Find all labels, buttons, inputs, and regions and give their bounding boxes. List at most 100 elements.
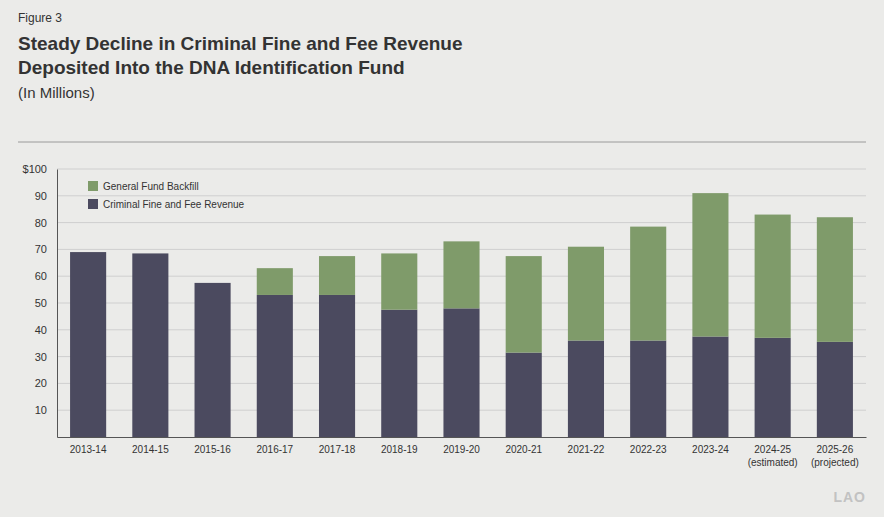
bar-segment [568, 247, 604, 341]
bar-segment [817, 217, 853, 342]
x-tick-label: 2014-15 [132, 444, 169, 455]
x-tick: 2025-26 (projected) [811, 437, 859, 468]
x-tick-label: 2021-22 [568, 444, 605, 455]
legend-swatch [88, 181, 98, 191]
y-tick-label: 20 [35, 377, 47, 389]
x-tick-label-line: 2017-18 [319, 444, 356, 455]
y-tick: 90 [35, 190, 57, 202]
y-tick: 50 [35, 297, 57, 309]
x-tick-label: 2024-25(estimated) [748, 444, 798, 468]
y-axis-line [57, 170, 58, 438]
subtitle: (In Millions) [18, 84, 95, 101]
x-tick-label-line: 2023-24 [692, 444, 729, 455]
bar-segment [443, 308, 479, 437]
x-tick: 2017-18 [319, 437, 356, 455]
x-tick-label: 2022-23 [630, 444, 667, 455]
y-tick-label: 10 [35, 404, 47, 416]
x-tick-label-line: 2022-23 [630, 444, 667, 455]
x-tick: 2018-19 [381, 437, 418, 455]
bars [70, 193, 853, 437]
x-tick-label-line: 2018-19 [381, 444, 418, 455]
chart: Figure 3 LAO Steady Decline in Criminal Fi… [0, 0, 884, 517]
grid-line [57, 195, 866, 196]
x-tick-label-line: (projected) [811, 457, 859, 468]
x-tick-label-line: 2016-17 [256, 444, 293, 455]
title: Steady Decline in Criminal Fine and Fee … [18, 33, 463, 78]
x-tick: 2022-23 [630, 437, 667, 455]
bar-segment [568, 341, 604, 437]
y-tick-label: 70 [35, 243, 47, 255]
x-tick-label-line: 2025-26 [817, 444, 854, 455]
x-tick-label-line: 2021-22 [568, 444, 605, 455]
y-tick-label: 50 [35, 297, 47, 309]
legend: General Fund BackfillCriminal Fine and F… [88, 181, 245, 210]
x-tick-label: 2023-24 [692, 444, 729, 455]
y-tick-label: 40 [35, 324, 47, 336]
x-tick: 2024-25(estimated) [748, 437, 798, 468]
bar-segment [195, 282, 231, 283]
y-tick-label: 90 [35, 190, 47, 202]
x-tick-label-line: 2015-16 [194, 444, 231, 455]
bar-segment [443, 241, 479, 308]
x-tick-label-line: 2013-14 [70, 444, 107, 455]
y-tick-label: 60 [35, 270, 47, 282]
bar-segment [195, 283, 231, 437]
y-axis: 10 20 30 40 50 60 70 80 90 $100 [23, 163, 58, 437]
x-tick: 2013-14 [70, 437, 107, 455]
x-tick-label: 2017-18 [319, 444, 356, 455]
bar-segment [70, 252, 106, 437]
y-tick: $100 [23, 163, 57, 175]
y-tick: 20 [35, 377, 57, 389]
y-tick: 70 [35, 243, 57, 255]
x-tick-label-line: 2020-21 [505, 444, 542, 455]
y-tick: 40 [35, 324, 57, 336]
y-tick: 30 [35, 351, 57, 363]
bar-segment [381, 253, 417, 309]
x-tick: 2016-17 [256, 437, 293, 455]
bar-segment [319, 295, 355, 437]
background [0, 0, 884, 517]
x-tick: 2015-16 [194, 437, 231, 455]
bar-segment [70, 252, 106, 253]
bar-segment [319, 256, 355, 295]
x-axis: 2013-14 2014-15 2015-16 2016-17 2017-18 2018-… [58, 437, 867, 468]
bar-segment [692, 193, 728, 336]
grid-line [57, 222, 866, 223]
x-tick-label: 2018-19 [381, 444, 418, 455]
x-tick: 2019-20 [443, 437, 480, 455]
x-tick: 2023-24 [692, 437, 729, 455]
grid-line [57, 169, 866, 170]
x-tick-label: 2019-20 [443, 444, 480, 455]
x-tick: 2020-21 [505, 437, 542, 455]
x-tick-label: 2013-14 [70, 444, 107, 455]
figure-label: Figure 3 [18, 11, 62, 25]
bar-segment [630, 227, 666, 341]
bar-segment [132, 253, 168, 254]
y-tick: 80 [35, 217, 57, 229]
y-tick-label: $100 [23, 163, 47, 175]
bar-segment [692, 337, 728, 438]
bar-segment [506, 353, 542, 437]
x-tick-label-line: 2019-20 [443, 444, 480, 455]
legend-label: Criminal Fine and Fee Revenue [103, 199, 245, 210]
x-tick: 2021-22 [568, 437, 605, 455]
y-tick: 10 [35, 404, 57, 416]
bar-segment [506, 256, 542, 352]
rule [18, 142, 866, 143]
x-tick-label: 2016-17 [256, 444, 293, 455]
bar-segment [257, 268, 293, 295]
x-tick-label-line: (estimated) [748, 457, 798, 468]
bar-segment [381, 310, 417, 437]
legend-swatch [88, 199, 98, 209]
bar-segment [257, 295, 293, 437]
x-tick: 2014-15 [132, 437, 169, 455]
x-tick-label-line: 2014-15 [132, 444, 169, 455]
series [257, 193, 853, 352]
bar-segment [630, 341, 666, 437]
x-axis-line [58, 437, 867, 438]
x-tick-label: 2020-21 [505, 444, 542, 455]
bar-segment [755, 338, 791, 437]
title-line: Steady Decline in Criminal Fine and Fee … [18, 33, 463, 54]
y-tick-label: 30 [35, 351, 47, 363]
logo: LAO [833, 489, 866, 505]
